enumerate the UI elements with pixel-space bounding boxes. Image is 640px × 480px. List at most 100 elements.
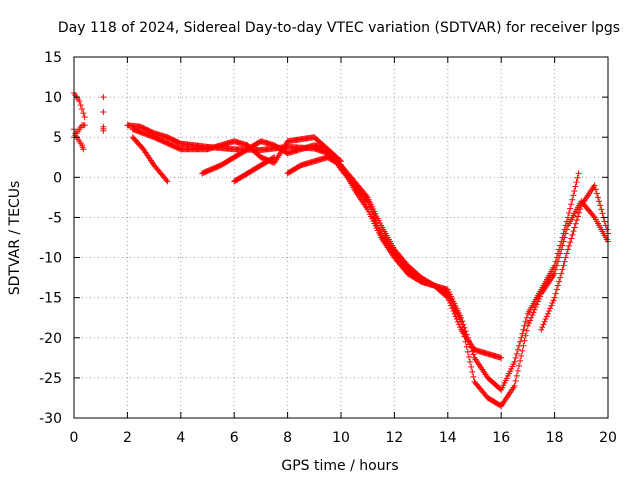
data-point [598, 206, 605, 213]
data-point [567, 239, 574, 246]
data-point [516, 362, 522, 369]
data-point [163, 177, 170, 184]
data-point [100, 94, 107, 101]
data-point [100, 108, 107, 115]
data-point [72, 130, 79, 137]
data-point [603, 226, 610, 233]
data-point [568, 235, 575, 242]
data-point [364, 198, 371, 205]
x-tick-label: 4 [176, 430, 185, 446]
x-tick-label: 12 [385, 430, 403, 446]
data-point [447, 300, 454, 307]
data-point [564, 246, 571, 253]
series-track-3 [129, 134, 171, 185]
data-point [590, 213, 597, 220]
data-point [572, 220, 579, 227]
data-point [514, 367, 521, 374]
data-point [100, 127, 107, 134]
data-point [553, 262, 560, 269]
data-point [567, 205, 574, 212]
data-point [77, 102, 84, 109]
data-point [452, 313, 459, 320]
data-point [520, 326, 527, 333]
y-tick-label: -25 [39, 371, 62, 387]
data-point [81, 122, 88, 129]
y-tick-label: -5 [48, 210, 62, 226]
data-point [450, 308, 457, 315]
data-point [557, 274, 564, 281]
data-point [552, 290, 559, 297]
y-tick-label: 15 [44, 50, 62, 66]
data-point [498, 354, 505, 361]
data-point [520, 342, 527, 349]
data-point [594, 194, 601, 201]
series-track-4 [199, 138, 344, 177]
data-point [518, 352, 525, 359]
data-point [563, 226, 570, 233]
data-point [593, 190, 600, 197]
data-point [542, 316, 549, 323]
data-point [551, 270, 558, 277]
data-point [558, 270, 565, 277]
axis-ticks: 0 2 4 6 8 10 12 14 16 18 20 15 10 5 0 -5 -10 -15 -20 -25 -30 [39, 50, 617, 446]
data-point [444, 294, 451, 301]
data-point [568, 201, 575, 208]
data-point [511, 382, 518, 389]
x-axis-label: GPS time / hours [281, 458, 398, 474]
data-point [517, 338, 524, 345]
data-point [522, 318, 529, 325]
data-point [548, 302, 555, 309]
data-point [455, 321, 462, 328]
data-point [591, 182, 598, 189]
data-point [512, 354, 519, 361]
data-point [561, 258, 568, 265]
data-point [524, 322, 531, 329]
data-point [469, 368, 476, 375]
data-point [599, 210, 606, 217]
x-tick-label: 10 [332, 430, 350, 446]
data-point [573, 179, 580, 186]
data-point [513, 350, 520, 357]
data-point [76, 98, 83, 105]
data-point [571, 187, 578, 194]
x-tick-label: 16 [492, 430, 510, 446]
data-point [448, 302, 455, 309]
y-tick-label: 0 [53, 170, 62, 186]
x-tick-label: 0 [70, 430, 79, 446]
data-point [544, 310, 551, 317]
data-point [566, 210, 573, 217]
data-point [563, 250, 570, 257]
data-point [532, 304, 539, 311]
data-point [601, 218, 608, 225]
data-point [470, 373, 477, 380]
data-point [511, 358, 518, 365]
data-point [554, 258, 561, 265]
data-point [539, 324, 546, 331]
data-point [534, 298, 541, 305]
data-point [521, 337, 528, 344]
data-point [536, 296, 543, 303]
y-tick-label: -30 [39, 411, 62, 427]
data-point [554, 282, 561, 289]
data-point [572, 183, 579, 190]
data-point [558, 246, 565, 253]
series-track-6 [284, 154, 505, 361]
data-point [445, 297, 452, 304]
data-point [566, 242, 573, 249]
data-point [576, 209, 583, 216]
data-point [464, 348, 471, 355]
data-point [560, 238, 567, 245]
data-point [80, 110, 87, 117]
y-tick-label: -10 [39, 251, 62, 267]
data-point [465, 353, 472, 360]
data-point [570, 228, 577, 235]
data-point [523, 327, 530, 334]
data-point [553, 286, 560, 293]
data-point [363, 197, 370, 204]
data-point [467, 358, 474, 365]
data-point [561, 234, 568, 241]
data-point [556, 254, 563, 261]
data-point [81, 114, 88, 121]
series-isolated [100, 94, 107, 134]
y-tick-label: 5 [53, 130, 62, 146]
